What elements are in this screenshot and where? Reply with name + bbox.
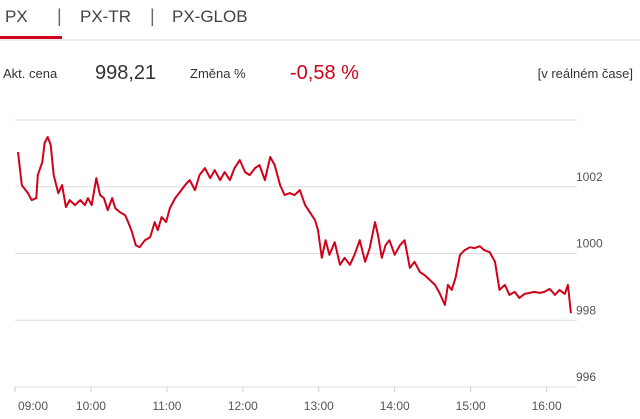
x-tick-label: 15:00: [456, 399, 486, 413]
x-tick-label: 11:00: [152, 399, 181, 413]
y-tick-label: 998: [576, 303, 596, 317]
y-tick-label: 996: [576, 370, 596, 384]
x-tick-label: 13:00: [304, 399, 334, 413]
x-tick-label: 16:00: [532, 399, 562, 413]
price-label: Akt. cena: [3, 66, 58, 81]
change: -0,58 %: [290, 62, 359, 84]
mode: [v reálném čase]: [538, 66, 633, 81]
tab-separator: |: [57, 6, 62, 26]
active-tab-underline: [0, 36, 62, 39]
y-tick-label: 1002: [576, 170, 603, 184]
price: 998,21: [95, 62, 156, 84]
change-label: Změna %: [190, 66, 246, 81]
tab[interactable]: PX-GLOB: [172, 7, 248, 26]
x-tick-label: 10:00: [76, 399, 106, 413]
price-line: [17, 136, 572, 314]
x-tick-label: 12:00: [228, 399, 258, 413]
y-tick-label: 1000: [576, 237, 603, 251]
tab[interactable]: PX: [5, 7, 28, 26]
tab-separator: |: [150, 6, 155, 26]
x-tick-label: 09:00: [18, 399, 48, 413]
tab[interactable]: PX-TR: [80, 7, 131, 26]
x-tick-label: 14:00: [380, 399, 410, 413]
